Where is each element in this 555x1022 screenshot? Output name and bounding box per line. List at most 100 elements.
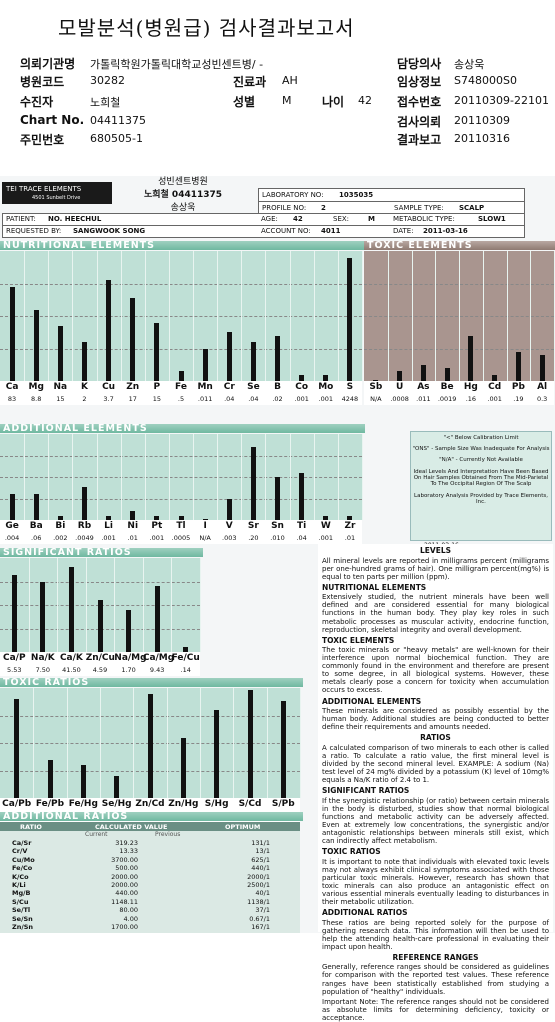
doctor-label: 담당의사 — [397, 57, 442, 71]
nutritional-label: S — [346, 382, 354, 392]
additional-label: Zr — [344, 521, 356, 531]
grid-column — [143, 558, 173, 652]
additional-label: W — [320, 521, 331, 531]
tox-ratio-label: Ca/Pb — [2, 799, 32, 809]
additional-bar — [202, 519, 208, 520]
nutritional-bar — [299, 374, 305, 381]
nutritional-value: 15 — [56, 395, 65, 403]
ratio-cell: Mg/B — [12, 889, 31, 898]
gridline — [0, 477, 362, 478]
resident-no-value: 680505-1 — [90, 132, 143, 145]
nutritional-bar — [202, 348, 208, 381]
hospital-code-label: 병원코드 — [20, 75, 65, 89]
ratio-cell: 1148.11 — [111, 897, 138, 906]
nutritional-label: Mo — [318, 382, 334, 392]
receipt-no-label: 접수번호 — [397, 95, 442, 109]
nutritional-label: Cr — [223, 382, 235, 392]
grid-column — [388, 251, 413, 381]
additional-bar — [57, 515, 63, 520]
nutritional-value: 17 — [128, 395, 137, 403]
tox-ratio-label: Fe/Hg — [68, 799, 98, 809]
grid-column — [338, 434, 363, 520]
addr-heading: ADDITIONAL RATIOS — [322, 907, 408, 917]
additional-label: Li — [104, 521, 113, 531]
sig-ratios-chart — [0, 558, 201, 652]
nutritional-value: .02 — [272, 395, 283, 403]
additional-bar — [250, 446, 256, 520]
nutritional-label: Fe — [175, 382, 187, 392]
sex-label: 성별 — [233, 95, 256, 109]
sig-ratio-value: .14 — [180, 666, 191, 674]
additional-label: Sr — [247, 521, 259, 531]
sex-value: M — [282, 94, 292, 107]
ratio-names: Ca/Sr Cr/V Cu/Mo Fe/Co K/Co K/Li Mg/B S/Cu Se/Tl… — [12, 839, 52, 931]
ratio-cell: 500.00 — [115, 864, 138, 873]
additional-value: .001 — [149, 534, 165, 542]
tox-ratios-chart — [0, 688, 301, 798]
nutritional-value: .04 — [248, 395, 259, 403]
tox-ratios-header: TOXIC RATIOS — [0, 678, 303, 687]
toxic-bar — [397, 370, 403, 381]
ratio-cell: Se/Sn — [12, 914, 33, 923]
toxic-text: The toxic minerals or "heavy metals" are… — [322, 646, 549, 695]
department-value: AH — [282, 74, 298, 87]
grid-column — [72, 434, 98, 520]
additional-value: .20 — [248, 534, 259, 542]
toxic-bar — [444, 368, 450, 381]
sig-ratio-value: 7.50 — [35, 666, 51, 674]
grid-column — [169, 251, 195, 381]
toxic-header: TOXIC ELEMENTS — [364, 241, 555, 250]
additional-label: V — [225, 521, 233, 531]
nutritional-value: .04 — [224, 395, 235, 403]
ref-heading: REFERENCE RANGES — [392, 952, 479, 962]
receipt-no-value: 20110309-22101 — [454, 94, 549, 107]
sig-ratio-bar — [126, 609, 132, 652]
sig-ratio-label: Na/Mg — [114, 653, 147, 663]
additional-label: Ni — [127, 521, 139, 531]
toxic-label: Hg — [463, 382, 478, 392]
gridline — [0, 455, 362, 457]
additional-label: Ge — [5, 521, 19, 531]
additional-value: .06 — [31, 534, 42, 542]
tox-ratio-label: Zn/Hg — [168, 799, 199, 809]
additional-label: I — [203, 521, 207, 531]
lab-logo: TEI TRACE ELEMENTS 4501 Sunbelt Drive — [2, 182, 112, 204]
add-ratios-thead: RATIO CALCULATED VALUE OPTIMUM — [0, 822, 300, 831]
sig-ratio-label: Na/K — [30, 653, 55, 663]
toxic-value: .19 — [513, 395, 524, 403]
nutritional-value: 83 — [7, 395, 17, 403]
additional-bar — [299, 472, 305, 520]
tox-ratio-label: S/Hg — [204, 799, 229, 809]
clinical-info-label: 임상정보 — [397, 75, 442, 89]
additional-bar — [130, 511, 136, 520]
sig-ratio-bar — [154, 586, 160, 652]
additional-bar — [178, 515, 184, 520]
toxic-labels: Sb N/A U .0008 As .011 Be .0019 Hg .16 Cd .001 Pb .19… — [364, 381, 554, 405]
nutritional-bar — [347, 257, 353, 381]
additional-value: .01 — [344, 534, 356, 542]
ratio-values: 319.23 13.33 3700.00 500.00 2000.00 2000.00 44… — [88, 839, 138, 931]
additional-bar — [347, 515, 353, 520]
ratio-cell: 1700.00 — [111, 922, 138, 931]
grid-column — [121, 434, 146, 520]
tox-ratio-bar — [47, 759, 53, 798]
grid-column — [193, 251, 219, 381]
additional-chart — [0, 434, 363, 520]
grid-column — [169, 434, 195, 520]
nutritional-bar — [178, 370, 184, 381]
nutritional-value: .5 — [177, 395, 185, 403]
additional-bar — [154, 515, 160, 520]
tox-ratio-bar — [180, 737, 186, 798]
ratios-heading: RATIOS — [420, 733, 451, 743]
grid-column — [29, 558, 59, 652]
nutritional-label: K — [80, 382, 88, 392]
grid-column — [265, 251, 291, 381]
nutritional-label: Mn — [197, 382, 213, 392]
tox-ratio-bar — [14, 699, 20, 798]
ratio-cell: 2000.00 — [111, 880, 138, 889]
sig-text: If the synergistic relationship (or rati… — [322, 796, 549, 846]
ratio-cell: 0.67/1 — [249, 914, 270, 923]
grid-column — [57, 558, 87, 652]
ratio-cell: 2000/1 — [247, 872, 270, 881]
add-ratios-header: ADDITIONAL RATIOS — [0, 812, 303, 821]
